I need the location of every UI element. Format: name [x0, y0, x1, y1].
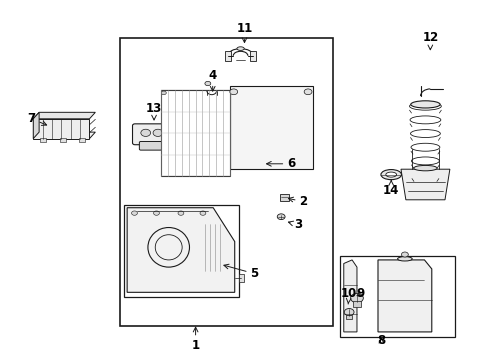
Bar [161, 90, 229, 176]
Circle shape [161, 91, 166, 95]
Ellipse shape [410, 101, 439, 108]
Bar [120, 38, 332, 326]
Circle shape [277, 214, 285, 220]
Polygon shape [377, 260, 431, 332]
Circle shape [204, 81, 210, 86]
Text: 5: 5 [224, 264, 258, 280]
Ellipse shape [411, 171, 438, 179]
Bar [238, 274, 244, 282]
Ellipse shape [236, 47, 244, 50]
Circle shape [178, 211, 183, 215]
Circle shape [153, 129, 163, 136]
Polygon shape [400, 169, 449, 200]
Ellipse shape [411, 184, 438, 192]
Circle shape [229, 89, 237, 95]
Ellipse shape [409, 102, 440, 110]
Bar [79, 138, 85, 142]
Ellipse shape [385, 172, 396, 177]
Circle shape [344, 309, 353, 316]
Polygon shape [33, 112, 95, 119]
Text: 14: 14 [382, 180, 399, 197]
Circle shape [141, 129, 150, 136]
Bar [346, 315, 351, 319]
Bar [339, 256, 454, 337]
Circle shape [131, 211, 137, 215]
Polygon shape [343, 260, 356, 332]
Polygon shape [33, 132, 95, 139]
Circle shape [153, 211, 159, 215]
Bar [279, 194, 289, 201]
Circle shape [304, 89, 311, 95]
Ellipse shape [409, 116, 440, 124]
Bar [123, 205, 238, 297]
Bar [40, 138, 46, 142]
Text: 2: 2 [288, 195, 306, 208]
Bar [352, 301, 360, 307]
Bar [229, 86, 312, 169]
Bar [250, 51, 256, 61]
FancyBboxPatch shape [139, 141, 162, 150]
Text: 12: 12 [421, 31, 438, 50]
Text: 8: 8 [377, 334, 385, 347]
Text: 10: 10 [340, 287, 357, 304]
Ellipse shape [410, 157, 439, 165]
Polygon shape [33, 119, 89, 139]
Polygon shape [127, 208, 234, 292]
Text: 7: 7 [28, 112, 46, 125]
Circle shape [401, 252, 407, 257]
Ellipse shape [397, 257, 411, 261]
Text: 4: 4 [208, 69, 216, 91]
Ellipse shape [410, 143, 439, 151]
Ellipse shape [410, 130, 439, 138]
Text: 1: 1 [191, 327, 199, 352]
Circle shape [200, 211, 205, 215]
Ellipse shape [413, 165, 436, 171]
Bar [60, 138, 65, 142]
Text: 11: 11 [236, 22, 252, 42]
Bar [224, 51, 230, 61]
Text: 9: 9 [356, 287, 364, 300]
Ellipse shape [380, 170, 401, 180]
Text: 6: 6 [266, 157, 294, 170]
Polygon shape [33, 112, 39, 139]
FancyBboxPatch shape [132, 124, 168, 145]
Text: 3: 3 [288, 219, 302, 231]
Circle shape [350, 293, 363, 303]
Text: 13: 13 [145, 102, 162, 120]
